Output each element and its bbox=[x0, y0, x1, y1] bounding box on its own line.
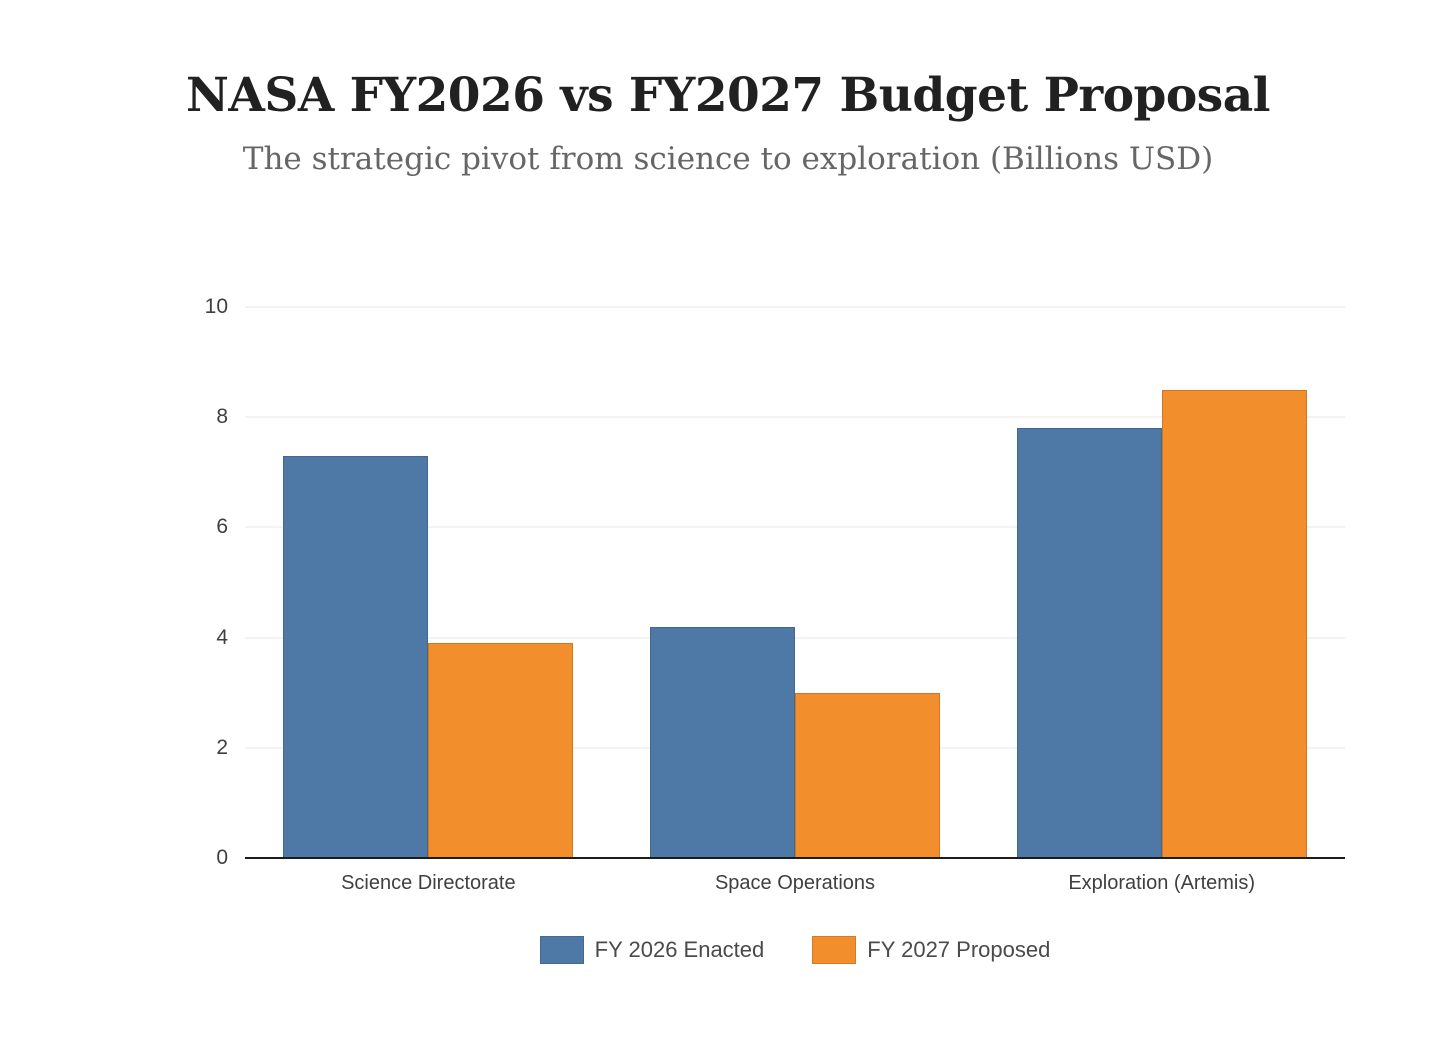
x-axis-labels: Science Directorate Space Operations Explo… bbox=[245, 872, 1345, 895]
x-axis-label: Space Operations bbox=[714, 872, 876, 894]
bar-group-2 bbox=[612, 307, 979, 858]
bar-fy-2027-proposed bbox=[428, 643, 574, 858]
legend-item: FY 2027 Proposed bbox=[812, 936, 1050, 964]
bar-group-3 bbox=[978, 307, 1345, 858]
chart-subtitle: The strategic pivot from science to expl… bbox=[242, 141, 1214, 177]
y-tick-label-6: 6 bbox=[216, 515, 228, 539]
legend-swatch-icon bbox=[539, 936, 584, 964]
bar-fy-2026-enacted bbox=[283, 455, 429, 858]
bar-group-1 bbox=[245, 307, 612, 858]
legend-item: FY 2026 Enacted bbox=[539, 936, 765, 964]
legend-swatch-icon bbox=[812, 936, 857, 964]
y-tick-label-8: 8 bbox=[216, 405, 228, 429]
bar-fy-2027-proposed bbox=[795, 692, 940, 858]
bar-groups bbox=[245, 307, 1345, 858]
legend-label: FY 2027 Proposed bbox=[867, 937, 1051, 962]
plot-area: 0 2 4 6 8 10 bbox=[205, 295, 1345, 869]
x-axis-label: Exploration (Artemis) bbox=[1068, 872, 1256, 894]
bar-fy-2027-proposed bbox=[1161, 389, 1307, 858]
bar-fy-2026-enacted bbox=[650, 626, 795, 858]
gridline-y-10 bbox=[245, 306, 1345, 308]
chart-title: NASA FY2026 vs FY2027 Budget Proposal bbox=[185, 68, 1271, 123]
chart-legend: FY 2026 Enacted FY 2027 Proposed bbox=[245, 936, 1345, 964]
bar-fy-2026-enacted bbox=[1016, 428, 1162, 858]
x-axis-line bbox=[245, 857, 1345, 859]
y-tick-label-4: 4 bbox=[216, 625, 228, 649]
gridline-y-6 bbox=[245, 526, 1345, 528]
gridline-y-4 bbox=[245, 637, 1345, 639]
y-tick-label-0: 0 bbox=[216, 846, 228, 869]
gridline-y-8 bbox=[245, 416, 1345, 418]
x-axis-label: Science Directorate bbox=[341, 872, 516, 894]
y-tick-label-2: 2 bbox=[216, 735, 228, 759]
legend-label: FY 2026 Enacted bbox=[594, 937, 765, 962]
y-tick-label-10: 10 bbox=[204, 295, 228, 318]
